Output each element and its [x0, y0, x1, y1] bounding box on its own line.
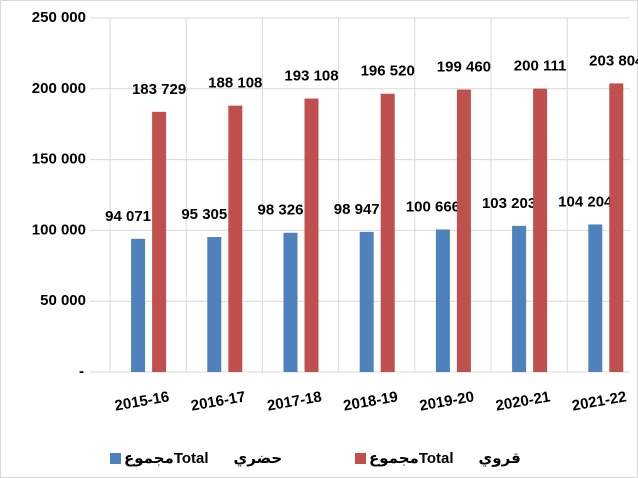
data-label: 199 460: [437, 59, 491, 76]
legend-swatch: [110, 453, 121, 464]
bar: [207, 237, 222, 372]
data-label: 196 520: [361, 63, 415, 80]
bar: [304, 98, 319, 372]
bar: [380, 93, 395, 373]
y-tick-label: 50 000: [40, 292, 86, 309]
bar: [435, 229, 450, 372]
bar: [588, 224, 603, 372]
data-label: 193 108: [284, 68, 338, 85]
data-label: 94 071: [105, 208, 151, 225]
y-tick-label: 100 000: [32, 221, 86, 238]
bar: [131, 238, 146, 372]
bar: [609, 83, 624, 372]
data-label: 188 108: [208, 75, 262, 92]
bar: [512, 225, 527, 372]
data-label: 200 111: [514, 58, 567, 75]
y-tick-label: 150 000: [32, 151, 86, 168]
bar: [359, 231, 374, 372]
data-label: 100 666: [406, 198, 460, 215]
data-label: 183 729: [132, 81, 186, 98]
bar: [283, 232, 298, 372]
bar: [456, 89, 471, 372]
data-label: 203 804: [589, 52, 638, 69]
data-label: 104 204: [558, 193, 613, 210]
legend-label: مجموعTotal قروي: [369, 450, 521, 468]
legend-label: مجموعTotal حضري: [124, 450, 282, 468]
y-tick-label: -: [79, 363, 84, 380]
bar: [228, 105, 243, 372]
data-label: 103 203: [482, 195, 536, 212]
data-label: 98 947: [334, 201, 380, 218]
bar: [533, 88, 548, 372]
data-label: 98 326: [258, 202, 304, 219]
legend-swatch: [355, 453, 366, 464]
y-tick-label: 200 000: [32, 80, 86, 97]
bar: [152, 111, 167, 373]
y-tick-label: 250 000: [32, 9, 86, 26]
data-label: 95 305: [181, 206, 227, 223]
